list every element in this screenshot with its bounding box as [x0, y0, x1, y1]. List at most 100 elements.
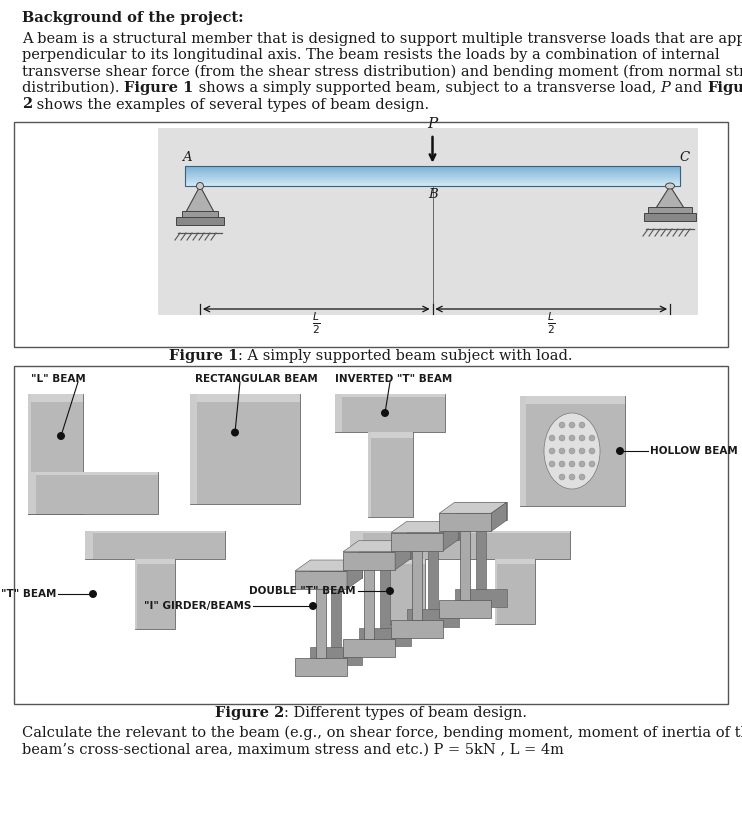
Text: DOUBLE "T" BEAM: DOUBLE "T" BEAM	[249, 586, 356, 596]
Circle shape	[559, 474, 565, 480]
Text: $\frac{L}{2}$: $\frac{L}{2}$	[312, 310, 321, 336]
Bar	[385, 559, 425, 563]
Bar	[316, 589, 326, 658]
Text: HOLLOW BEAM: HOLLOW BEAM	[650, 446, 738, 456]
Bar	[439, 513, 491, 531]
Circle shape	[616, 447, 624, 455]
Circle shape	[89, 590, 97, 598]
Bar	[335, 394, 341, 432]
Circle shape	[579, 474, 585, 480]
Polygon shape	[407, 609, 459, 627]
Circle shape	[549, 461, 555, 467]
Bar	[185, 165, 680, 166]
Bar	[14, 366, 728, 704]
Bar	[185, 175, 680, 176]
Text: Figure 2: Figure 2	[215, 706, 284, 720]
Bar	[520, 396, 625, 403]
Polygon shape	[455, 502, 507, 520]
Polygon shape	[443, 522, 459, 550]
Bar	[335, 394, 445, 432]
Circle shape	[569, 422, 575, 428]
Bar	[350, 531, 363, 559]
Bar	[185, 179, 680, 181]
Circle shape	[569, 461, 575, 467]
Bar	[343, 639, 395, 657]
Polygon shape	[295, 560, 362, 571]
Bar	[185, 178, 680, 180]
Bar	[460, 531, 470, 601]
Text: beam’s cross-sectional area, maximum stress and etc.) P = 5kN , L = 4m: beam’s cross-sectional area, maximum str…	[22, 742, 564, 756]
Bar	[185, 183, 680, 185]
Polygon shape	[395, 540, 410, 570]
Bar	[385, 559, 387, 624]
Text: A: A	[182, 151, 191, 164]
Bar	[385, 559, 425, 624]
Bar	[295, 658, 347, 676]
Bar	[135, 559, 175, 564]
Polygon shape	[186, 186, 214, 212]
Bar	[185, 182, 680, 183]
Bar	[185, 166, 680, 167]
Bar	[85, 531, 225, 533]
Bar	[368, 432, 413, 438]
Ellipse shape	[544, 413, 600, 489]
Bar	[185, 174, 680, 175]
Polygon shape	[391, 522, 459, 532]
Polygon shape	[310, 560, 362, 578]
Text: : A simply supported beam subject with load.: : A simply supported beam subject with l…	[238, 349, 573, 363]
Bar	[185, 170, 680, 171]
Bar	[185, 183, 680, 184]
Text: shows the examples of several types of beam design.: shows the examples of several types of b…	[32, 98, 430, 112]
Text: A beam is a structural member that is designed to support multiple transverse lo: A beam is a structural member that is de…	[22, 32, 742, 46]
Bar	[185, 185, 680, 186]
Polygon shape	[379, 559, 390, 628]
Bar	[185, 180, 680, 181]
Bar	[28, 394, 31, 514]
Text: Calculate the relevant to the beam (e.g., on shear force, bending moment, moment: Calculate the relevant to the beam (e.g.…	[22, 726, 742, 740]
Circle shape	[579, 435, 585, 441]
Bar	[185, 169, 680, 170]
Bar	[135, 559, 175, 629]
Bar	[520, 396, 526, 506]
Bar	[644, 213, 696, 221]
Circle shape	[381, 409, 389, 417]
Circle shape	[589, 448, 595, 454]
Bar	[368, 432, 371, 517]
Text: C: C	[679, 151, 689, 164]
Bar	[648, 207, 692, 214]
Bar	[158, 128, 698, 315]
Polygon shape	[343, 540, 410, 552]
Bar	[350, 531, 570, 559]
Text: P: P	[427, 117, 438, 131]
Text: P: P	[660, 81, 670, 95]
Bar	[295, 571, 347, 589]
Circle shape	[386, 587, 394, 595]
Bar	[185, 181, 680, 182]
Bar	[190, 394, 197, 504]
Circle shape	[569, 448, 575, 454]
Text: shows a simply supported beam, subject to a transverse load,: shows a simply supported beam, subject t…	[194, 81, 660, 95]
Bar	[190, 394, 300, 402]
Bar	[28, 472, 158, 514]
Text: transverse shear force (from the shear stress distribution) and bending moment (: transverse shear force (from the shear s…	[22, 64, 742, 79]
Polygon shape	[310, 647, 362, 665]
Bar	[350, 531, 570, 533]
Circle shape	[309, 602, 317, 610]
Bar	[185, 171, 680, 172]
Bar	[439, 601, 491, 619]
Polygon shape	[332, 578, 341, 647]
Text: Figure: Figure	[707, 81, 742, 95]
Bar	[185, 168, 680, 170]
Bar	[495, 559, 535, 624]
Bar	[14, 122, 728, 347]
Bar	[185, 178, 680, 179]
Polygon shape	[439, 502, 507, 513]
Bar	[190, 394, 300, 504]
Text: $\frac{L}{2}$: $\frac{L}{2}$	[547, 310, 556, 336]
Circle shape	[57, 432, 65, 440]
Bar	[185, 184, 680, 185]
Bar	[413, 550, 422, 619]
Circle shape	[569, 474, 575, 480]
Circle shape	[231, 429, 239, 437]
Text: SINGLE "T" BEAM: SINGLE "T" BEAM	[0, 589, 56, 599]
